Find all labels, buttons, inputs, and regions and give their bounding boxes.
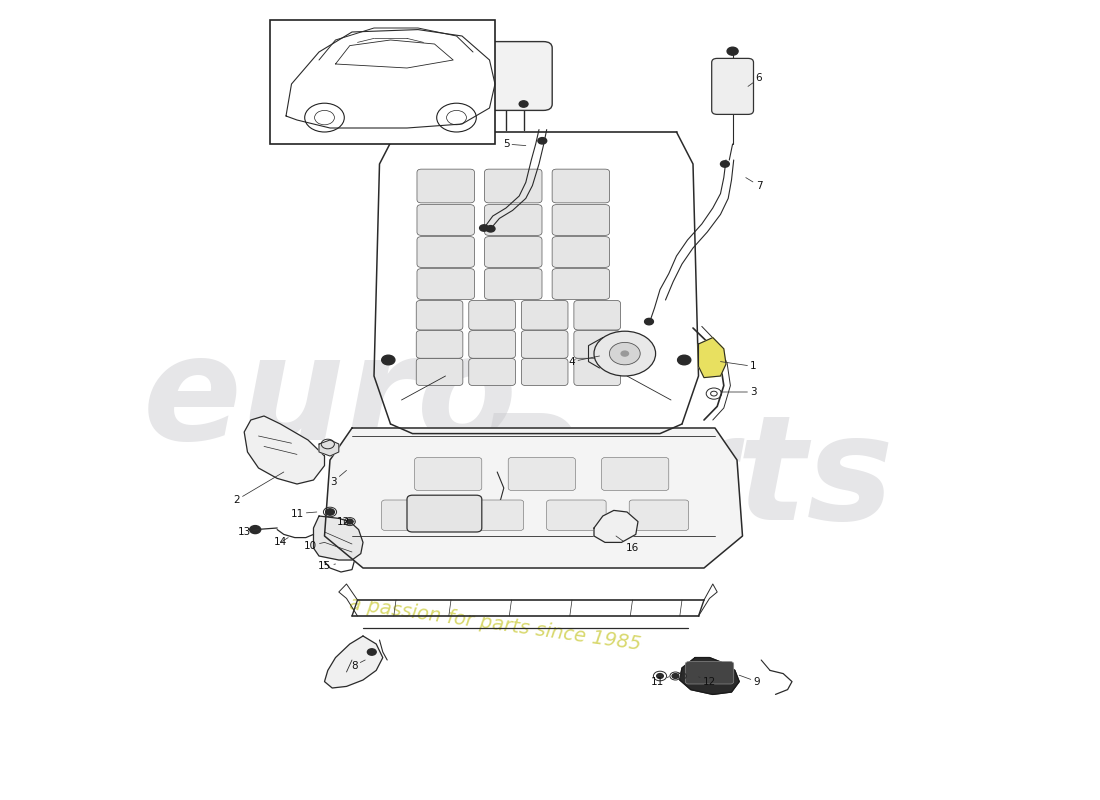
FancyBboxPatch shape <box>417 205 474 235</box>
Text: 1: 1 <box>720 362 757 371</box>
Circle shape <box>250 526 261 534</box>
FancyBboxPatch shape <box>552 237 609 267</box>
FancyBboxPatch shape <box>484 169 542 203</box>
FancyBboxPatch shape <box>416 358 463 386</box>
Text: 2: 2 <box>233 472 284 505</box>
Circle shape <box>519 101 528 107</box>
Polygon shape <box>324 636 383 688</box>
FancyBboxPatch shape <box>574 330 620 358</box>
FancyBboxPatch shape <box>469 301 516 330</box>
FancyBboxPatch shape <box>477 42 552 110</box>
Circle shape <box>480 225 488 231</box>
FancyBboxPatch shape <box>416 301 463 330</box>
FancyBboxPatch shape <box>574 358 620 386</box>
Polygon shape <box>244 416 324 484</box>
Circle shape <box>594 331 656 376</box>
Text: 14: 14 <box>274 538 288 547</box>
Text: 9: 9 <box>739 675 760 686</box>
Text: 13: 13 <box>238 527 258 537</box>
Circle shape <box>727 47 738 55</box>
FancyBboxPatch shape <box>415 458 482 490</box>
Circle shape <box>720 161 729 167</box>
Circle shape <box>326 509 334 515</box>
FancyBboxPatch shape <box>484 237 542 267</box>
Text: 6: 6 <box>748 74 762 86</box>
Circle shape <box>486 226 495 232</box>
Circle shape <box>609 342 640 365</box>
FancyBboxPatch shape <box>508 458 575 490</box>
Bar <box>270 20 495 144</box>
FancyBboxPatch shape <box>407 495 482 532</box>
Text: Parts: Parts <box>470 410 894 550</box>
Polygon shape <box>698 338 726 378</box>
FancyBboxPatch shape <box>416 330 463 358</box>
Circle shape <box>678 355 691 365</box>
Text: 8: 8 <box>351 660 365 670</box>
Text: 7: 7 <box>746 178 762 190</box>
FancyBboxPatch shape <box>417 169 474 203</box>
Circle shape <box>367 649 376 655</box>
FancyBboxPatch shape <box>552 205 609 235</box>
FancyBboxPatch shape <box>685 662 734 684</box>
Circle shape <box>645 318 653 325</box>
FancyBboxPatch shape <box>484 205 542 235</box>
Circle shape <box>382 355 395 365</box>
FancyBboxPatch shape <box>521 330 568 358</box>
Text: euro: euro <box>143 330 517 470</box>
FancyBboxPatch shape <box>417 269 474 299</box>
FancyBboxPatch shape <box>417 237 474 267</box>
FancyBboxPatch shape <box>521 301 568 330</box>
FancyBboxPatch shape <box>552 269 609 299</box>
Text: 3: 3 <box>330 470 346 486</box>
Text: 11: 11 <box>651 677 669 686</box>
Polygon shape <box>319 440 339 456</box>
FancyBboxPatch shape <box>484 269 542 299</box>
Circle shape <box>620 350 629 357</box>
Text: 12: 12 <box>698 677 716 686</box>
Text: 5: 5 <box>503 139 526 149</box>
Text: 10: 10 <box>304 541 324 550</box>
Circle shape <box>672 674 679 678</box>
Circle shape <box>538 138 547 144</box>
FancyBboxPatch shape <box>602 458 669 490</box>
Polygon shape <box>324 428 742 568</box>
FancyBboxPatch shape <box>521 358 568 386</box>
FancyBboxPatch shape <box>547 500 606 530</box>
Text: 11: 11 <box>290 509 317 518</box>
Text: 12: 12 <box>337 517 354 526</box>
FancyBboxPatch shape <box>382 500 441 530</box>
Circle shape <box>657 674 663 678</box>
Text: a passion for parts since 1985: a passion for parts since 1985 <box>348 594 642 654</box>
Text: 16: 16 <box>616 536 639 553</box>
FancyBboxPatch shape <box>712 58 754 114</box>
Text: 3: 3 <box>720 387 757 397</box>
FancyBboxPatch shape <box>552 169 609 203</box>
Text: 4: 4 <box>569 356 600 366</box>
Polygon shape <box>594 510 638 542</box>
Polygon shape <box>680 658 739 694</box>
Circle shape <box>346 519 353 524</box>
Polygon shape <box>314 516 363 560</box>
FancyBboxPatch shape <box>464 500 524 530</box>
FancyBboxPatch shape <box>469 358 516 386</box>
FancyBboxPatch shape <box>469 330 516 358</box>
FancyBboxPatch shape <box>574 301 620 330</box>
Text: 15: 15 <box>318 562 336 571</box>
FancyBboxPatch shape <box>629 500 689 530</box>
